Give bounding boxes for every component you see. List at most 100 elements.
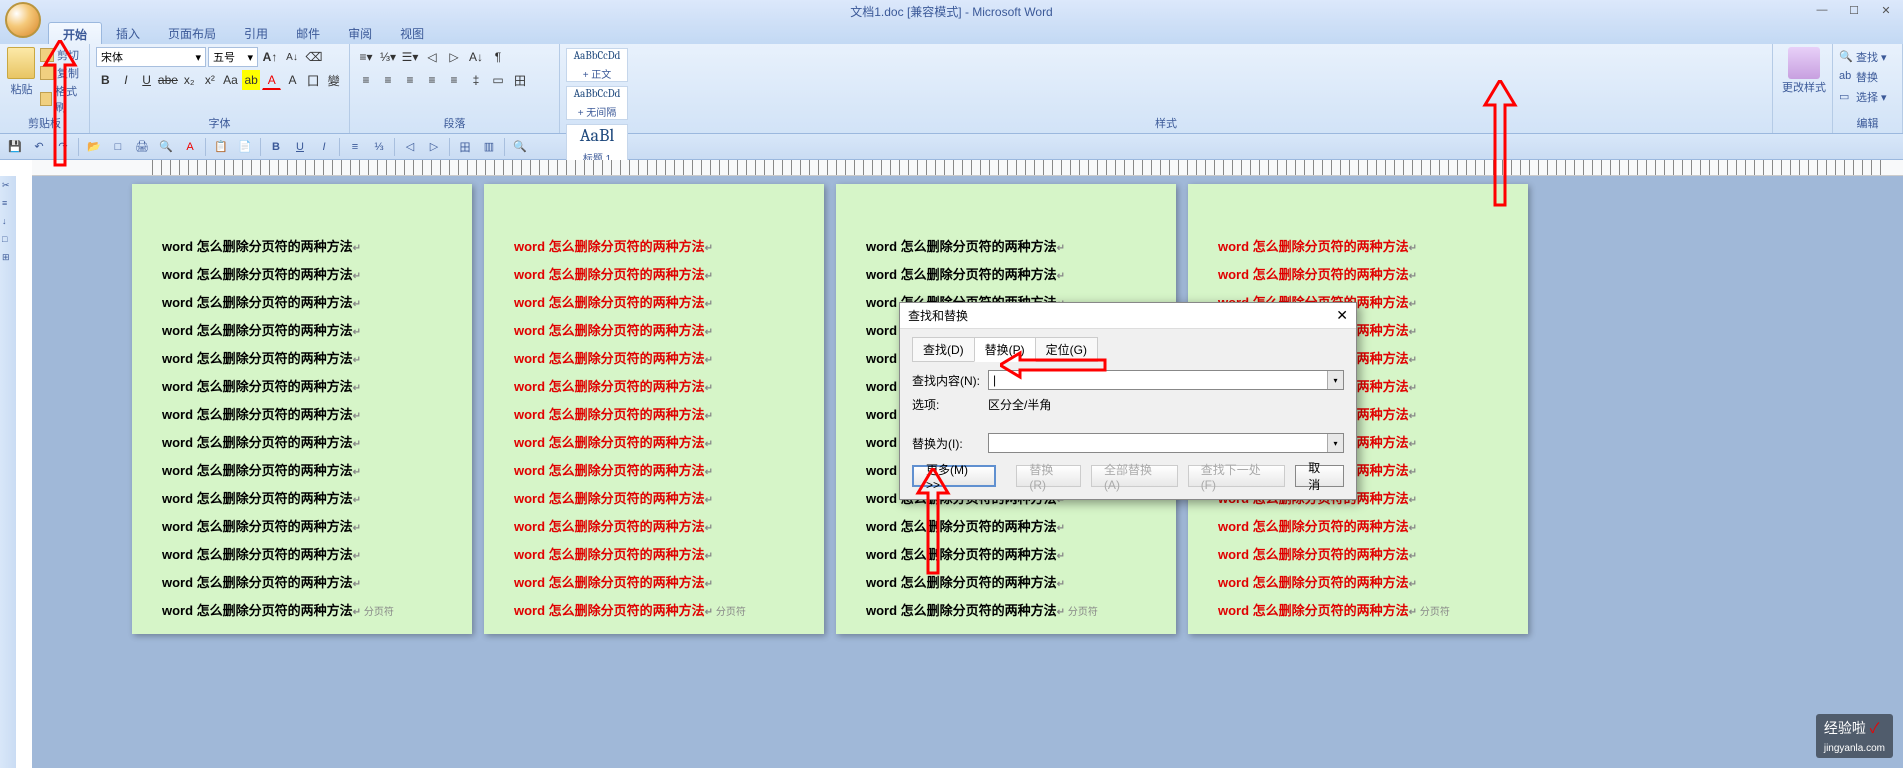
highlight-button[interactable]: ab [242, 70, 261, 90]
font-size-combo[interactable]: 五号▾ [208, 47, 258, 67]
text-line[interactable]: word 怎么删除分页符的两种方法↵ [162, 430, 442, 458]
replace-button[interactable]: ab替换 [1839, 67, 1896, 87]
line-spacing-button[interactable]: ‡ [466, 70, 486, 90]
vt-icon[interactable]: □ [2, 234, 14, 246]
shrink-font-button[interactable]: A↓ [282, 47, 302, 67]
text-line[interactable]: word 怎么删除分页符的两种方法↵ [866, 570, 1146, 598]
qat-bold[interactable]: B [267, 138, 285, 156]
italic-button[interactable]: I [117, 70, 136, 90]
paste-button[interactable]: 粘贴 [6, 47, 37, 117]
text-line[interactable]: word 怎么删除分页符的两种方法↵ [514, 234, 794, 262]
text-line[interactable]: word 怎么删除分页符的两种方法↵ [162, 570, 442, 598]
text-line[interactable]: word 怎么删除分页符的两种方法↵ [514, 430, 794, 458]
change-styles-button[interactable]: 更改样式 [1779, 47, 1829, 95]
qat-preview[interactable]: 🔍 [157, 138, 175, 156]
text-line[interactable]: word 怎么删除分页符的两种方法↵ [514, 402, 794, 430]
borders-button[interactable]: 田 [510, 70, 530, 90]
tab-insert[interactable]: 插入 [102, 22, 154, 44]
text-line[interactable]: word 怎么删除分页符的两种方法↵ [514, 542, 794, 570]
qat-numbering[interactable]: ⅓ [370, 138, 388, 156]
vt-icon[interactable]: ⊞ [2, 252, 14, 264]
horizontal-ruler[interactable] [32, 160, 1903, 176]
text-line[interactable]: word 怎么删除分页符的两种方法↵ [514, 374, 794, 402]
tab-mailings[interactable]: 邮件 [282, 22, 334, 44]
text-line[interactable]: word 怎么删除分页符的两种方法↵ [1218, 542, 1498, 570]
text-line[interactable]: word 怎么删除分页符的两种方法↵ [514, 262, 794, 290]
text-line[interactable]: word 怎么删除分页符的两种方法↵ [514, 486, 794, 514]
vt-icon[interactable]: ↓ [2, 216, 14, 228]
text-line[interactable]: word 怎么删除分页符的两种方法↵ [162, 486, 442, 514]
multilevel-button[interactable]: ☰▾ [400, 47, 420, 67]
tab-view[interactable]: 视图 [386, 22, 438, 44]
close-button[interactable]: ✕ [1874, 2, 1898, 18]
vt-icon[interactable]: ✂ [2, 180, 14, 192]
tab-review[interactable]: 审阅 [334, 22, 386, 44]
text-line[interactable]: word 怎么删除分页符的两种方法↵ [162, 290, 442, 318]
dropdown-icon[interactable]: ▾ [1327, 371, 1343, 389]
qat-new[interactable]: □ [109, 138, 127, 156]
qat-table[interactable]: 田 [456, 138, 474, 156]
char-shading-button[interactable]: A [283, 70, 302, 90]
text-line[interactable]: word 怎么删除分页符的两种方法↵ 分页符 [1218, 598, 1498, 626]
text-line[interactable]: word 怎么删除分页符的两种方法↵ [514, 458, 794, 486]
replace-input[interactable]: ▾ [988, 433, 1344, 453]
numbering-button[interactable]: ⅓▾ [378, 47, 398, 67]
qat-columns[interactable]: ▥ [480, 138, 498, 156]
case-button[interactable]: Aa [221, 70, 240, 90]
text-line[interactable]: word 怎么删除分页符的两种方法↵ [162, 514, 442, 542]
replace-all-button[interactable]: 全部替换(A) [1091, 465, 1178, 487]
text-line[interactable]: word 怎么删除分页符的两种方法↵ [866, 542, 1146, 570]
grow-font-button[interactable]: A↑ [260, 47, 280, 67]
text-line[interactable]: word 怎么删除分页符的两种方法↵ [514, 514, 794, 542]
text-line[interactable]: word 怎么删除分页符的两种方法↵ 分页符 [866, 598, 1146, 626]
subscript-button[interactable]: x₂ [180, 70, 199, 90]
char-border-button[interactable]: 囗 [304, 70, 323, 90]
bullets-button[interactable]: ≡▾ [356, 47, 376, 67]
vt-icon[interactable]: ≡ [2, 198, 14, 210]
indent-dec-button[interactable]: ◁ [422, 47, 442, 67]
select-button[interactable]: ▭选择 ▾ [1839, 87, 1896, 107]
superscript-button[interactable]: x² [201, 70, 220, 90]
qat-italic[interactable]: I [315, 138, 333, 156]
text-line[interactable]: word 怎么删除分页符的两种方法↵ [866, 514, 1146, 542]
qat-underline[interactable]: U [291, 138, 309, 156]
clear-format-button[interactable]: ⌫ [304, 47, 324, 67]
dropdown-icon[interactable]: ▾ [1327, 434, 1343, 452]
text-line[interactable]: word 怎么删除分页符的两种方法↵ [514, 346, 794, 374]
justify-button[interactable]: ≡ [422, 70, 442, 90]
text-line[interactable]: word 怎么删除分页符的两种方法↵ [1218, 262, 1498, 290]
align-left-button[interactable]: ≡ [356, 70, 376, 90]
align-center-button[interactable]: ≡ [378, 70, 398, 90]
distribute-button[interactable]: ≡ [444, 70, 464, 90]
minimize-button[interactable]: — [1810, 2, 1834, 18]
maximize-button[interactable]: ☐ [1842, 2, 1866, 18]
text-line[interactable]: word 怎么删除分页符的两种方法↵ [866, 234, 1146, 262]
text-line[interactable]: word 怎么删除分页符的两种方法↵ [1218, 234, 1498, 262]
find-button[interactable]: 🔍查找 ▾ [1839, 47, 1896, 67]
style-item[interactable]: AaBbCcDd+ 正文 [566, 48, 628, 82]
qat-zoom[interactable]: 🔍 [511, 138, 529, 156]
text-line[interactable]: word 怎么删除分页符的两种方法↵ [162, 234, 442, 262]
qat-open[interactable]: 📂 [85, 138, 103, 156]
shading-button[interactable]: ▭ [488, 70, 508, 90]
font-name-combo[interactable]: 宋体▾ [96, 47, 206, 67]
text-line[interactable]: word 怎么删除分页符的两种方法↵ 分页符 [514, 598, 794, 626]
replace-one-button[interactable]: 替换(R) [1016, 465, 1081, 487]
qat-indent-inc[interactable]: ▷ [425, 138, 443, 156]
qat-font-color[interactable]: A [181, 138, 199, 156]
qat-indent-dec[interactable]: ◁ [401, 138, 419, 156]
qat-print[interactable]: 🖨 [133, 138, 151, 156]
qat-paste[interactable]: 📄 [236, 138, 254, 156]
text-line[interactable]: word 怎么删除分页符的两种方法↵ [514, 318, 794, 346]
text-line[interactable]: word 怎么删除分页符的两种方法↵ [514, 290, 794, 318]
cancel-button[interactable]: 取消 [1295, 465, 1344, 487]
dialog-tab-find[interactable]: 查找(D) [912, 337, 975, 362]
sort-button[interactable]: A↓ [466, 47, 486, 67]
text-line[interactable]: word 怎么删除分页符的两种方法↵ [866, 262, 1146, 290]
text-line[interactable]: word 怎么删除分页符的两种方法↵ [162, 374, 442, 402]
text-line[interactable]: word 怎么删除分页符的两种方法↵ [162, 458, 442, 486]
strike-button[interactable]: abe [158, 70, 178, 90]
indent-inc-button[interactable]: ▷ [444, 47, 464, 67]
find-next-button[interactable]: 查找下一处(F) [1188, 465, 1286, 487]
document-page[interactable]: word 怎么删除分页符的两种方法↵word 怎么删除分页符的两种方法↵word… [484, 184, 824, 634]
